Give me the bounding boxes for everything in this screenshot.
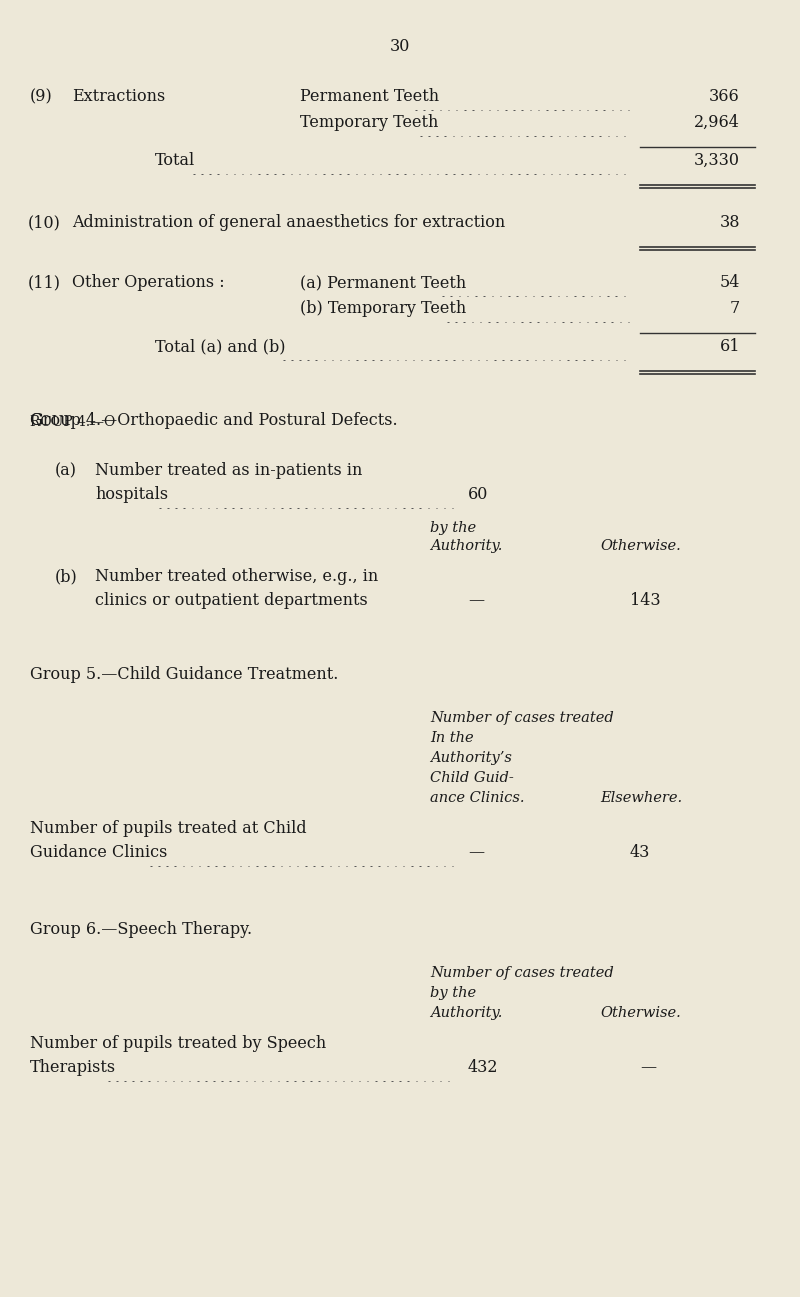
Text: clinics or outpatient departments: clinics or outpatient departments [95,591,368,610]
Text: 30: 30 [390,38,410,54]
Text: (10): (10) [28,214,61,231]
Text: 2,964: 2,964 [694,114,740,131]
Text: 3,330: 3,330 [694,152,740,169]
Text: 432: 432 [468,1058,498,1077]
Text: Authority.: Authority. [430,540,502,553]
Text: —: — [468,844,484,861]
Text: In the: In the [430,732,474,744]
Text: 60: 60 [468,486,488,503]
Text: Group 4.—Orthopaedic and Postural Defects.: Group 4.—Orthopaedic and Postural Defect… [30,412,398,429]
Text: Authority.: Authority. [430,1006,502,1019]
Text: Temporary Teeth: Temporary Teeth [300,114,438,131]
Text: 61: 61 [719,339,740,355]
Text: 7: 7 [730,300,740,316]
Text: Therapists: Therapists [30,1058,116,1077]
Text: Elsewhere.: Elsewhere. [600,791,682,805]
Text: Otherwise.: Otherwise. [600,540,681,553]
Text: 54: 54 [720,274,740,291]
Text: Child Guid-: Child Guid- [430,770,514,785]
Text: (b) Temporary Teeth: (b) Temporary Teeth [300,300,466,316]
Text: —: — [640,1058,656,1077]
Text: Extractions: Extractions [72,88,166,105]
Text: Otherwise.: Otherwise. [600,1006,681,1019]
Text: ance Clinics.: ance Clinics. [430,791,525,805]
Text: Group 6.—Speech Therapy.: Group 6.—Speech Therapy. [30,921,252,938]
Text: Guidance Clinics: Guidance Clinics [30,844,167,861]
Text: —: — [468,591,484,610]
Text: 366: 366 [710,88,740,105]
Text: (9): (9) [30,88,53,105]
Text: Total (a) and (b): Total (a) and (b) [155,339,286,355]
Text: Total: Total [155,152,195,169]
Text: (b): (b) [55,568,78,585]
Text: ROUP 4.—O: ROUP 4.—O [30,415,115,429]
Text: Number of cases treated: Number of cases treated [430,966,614,981]
Text: Other Operations :: Other Operations : [72,274,225,291]
Text: (11): (11) [28,274,61,291]
Text: Number of pupils treated by Speech: Number of pupils treated by Speech [30,1035,326,1052]
Text: 143: 143 [630,591,661,610]
Text: Number treated otherwise, e.g., in: Number treated otherwise, e.g., in [95,568,378,585]
Text: Administration of general anaesthetics for extraction: Administration of general anaesthetics f… [72,214,506,231]
Text: G: G [30,412,44,429]
Text: (a) Permanent Teeth: (a) Permanent Teeth [300,274,466,291]
Text: Number treated as in-patients in: Number treated as in-patients in [95,462,362,479]
Text: by the: by the [430,521,476,534]
Text: Number of cases treated: Number of cases treated [430,711,614,725]
Text: 38: 38 [719,214,740,231]
Text: Number of pupils treated at Child: Number of pupils treated at Child [30,820,306,837]
Text: (a): (a) [55,462,77,479]
Text: 43: 43 [630,844,650,861]
Text: by the: by the [430,986,476,1000]
Text: Permanent Teeth: Permanent Teeth [300,88,439,105]
Text: hospitals: hospitals [95,486,168,503]
Text: Group 5.—Child Guidance Treatment.: Group 5.—Child Guidance Treatment. [30,665,338,684]
Text: Authority’s: Authority’s [430,751,512,765]
